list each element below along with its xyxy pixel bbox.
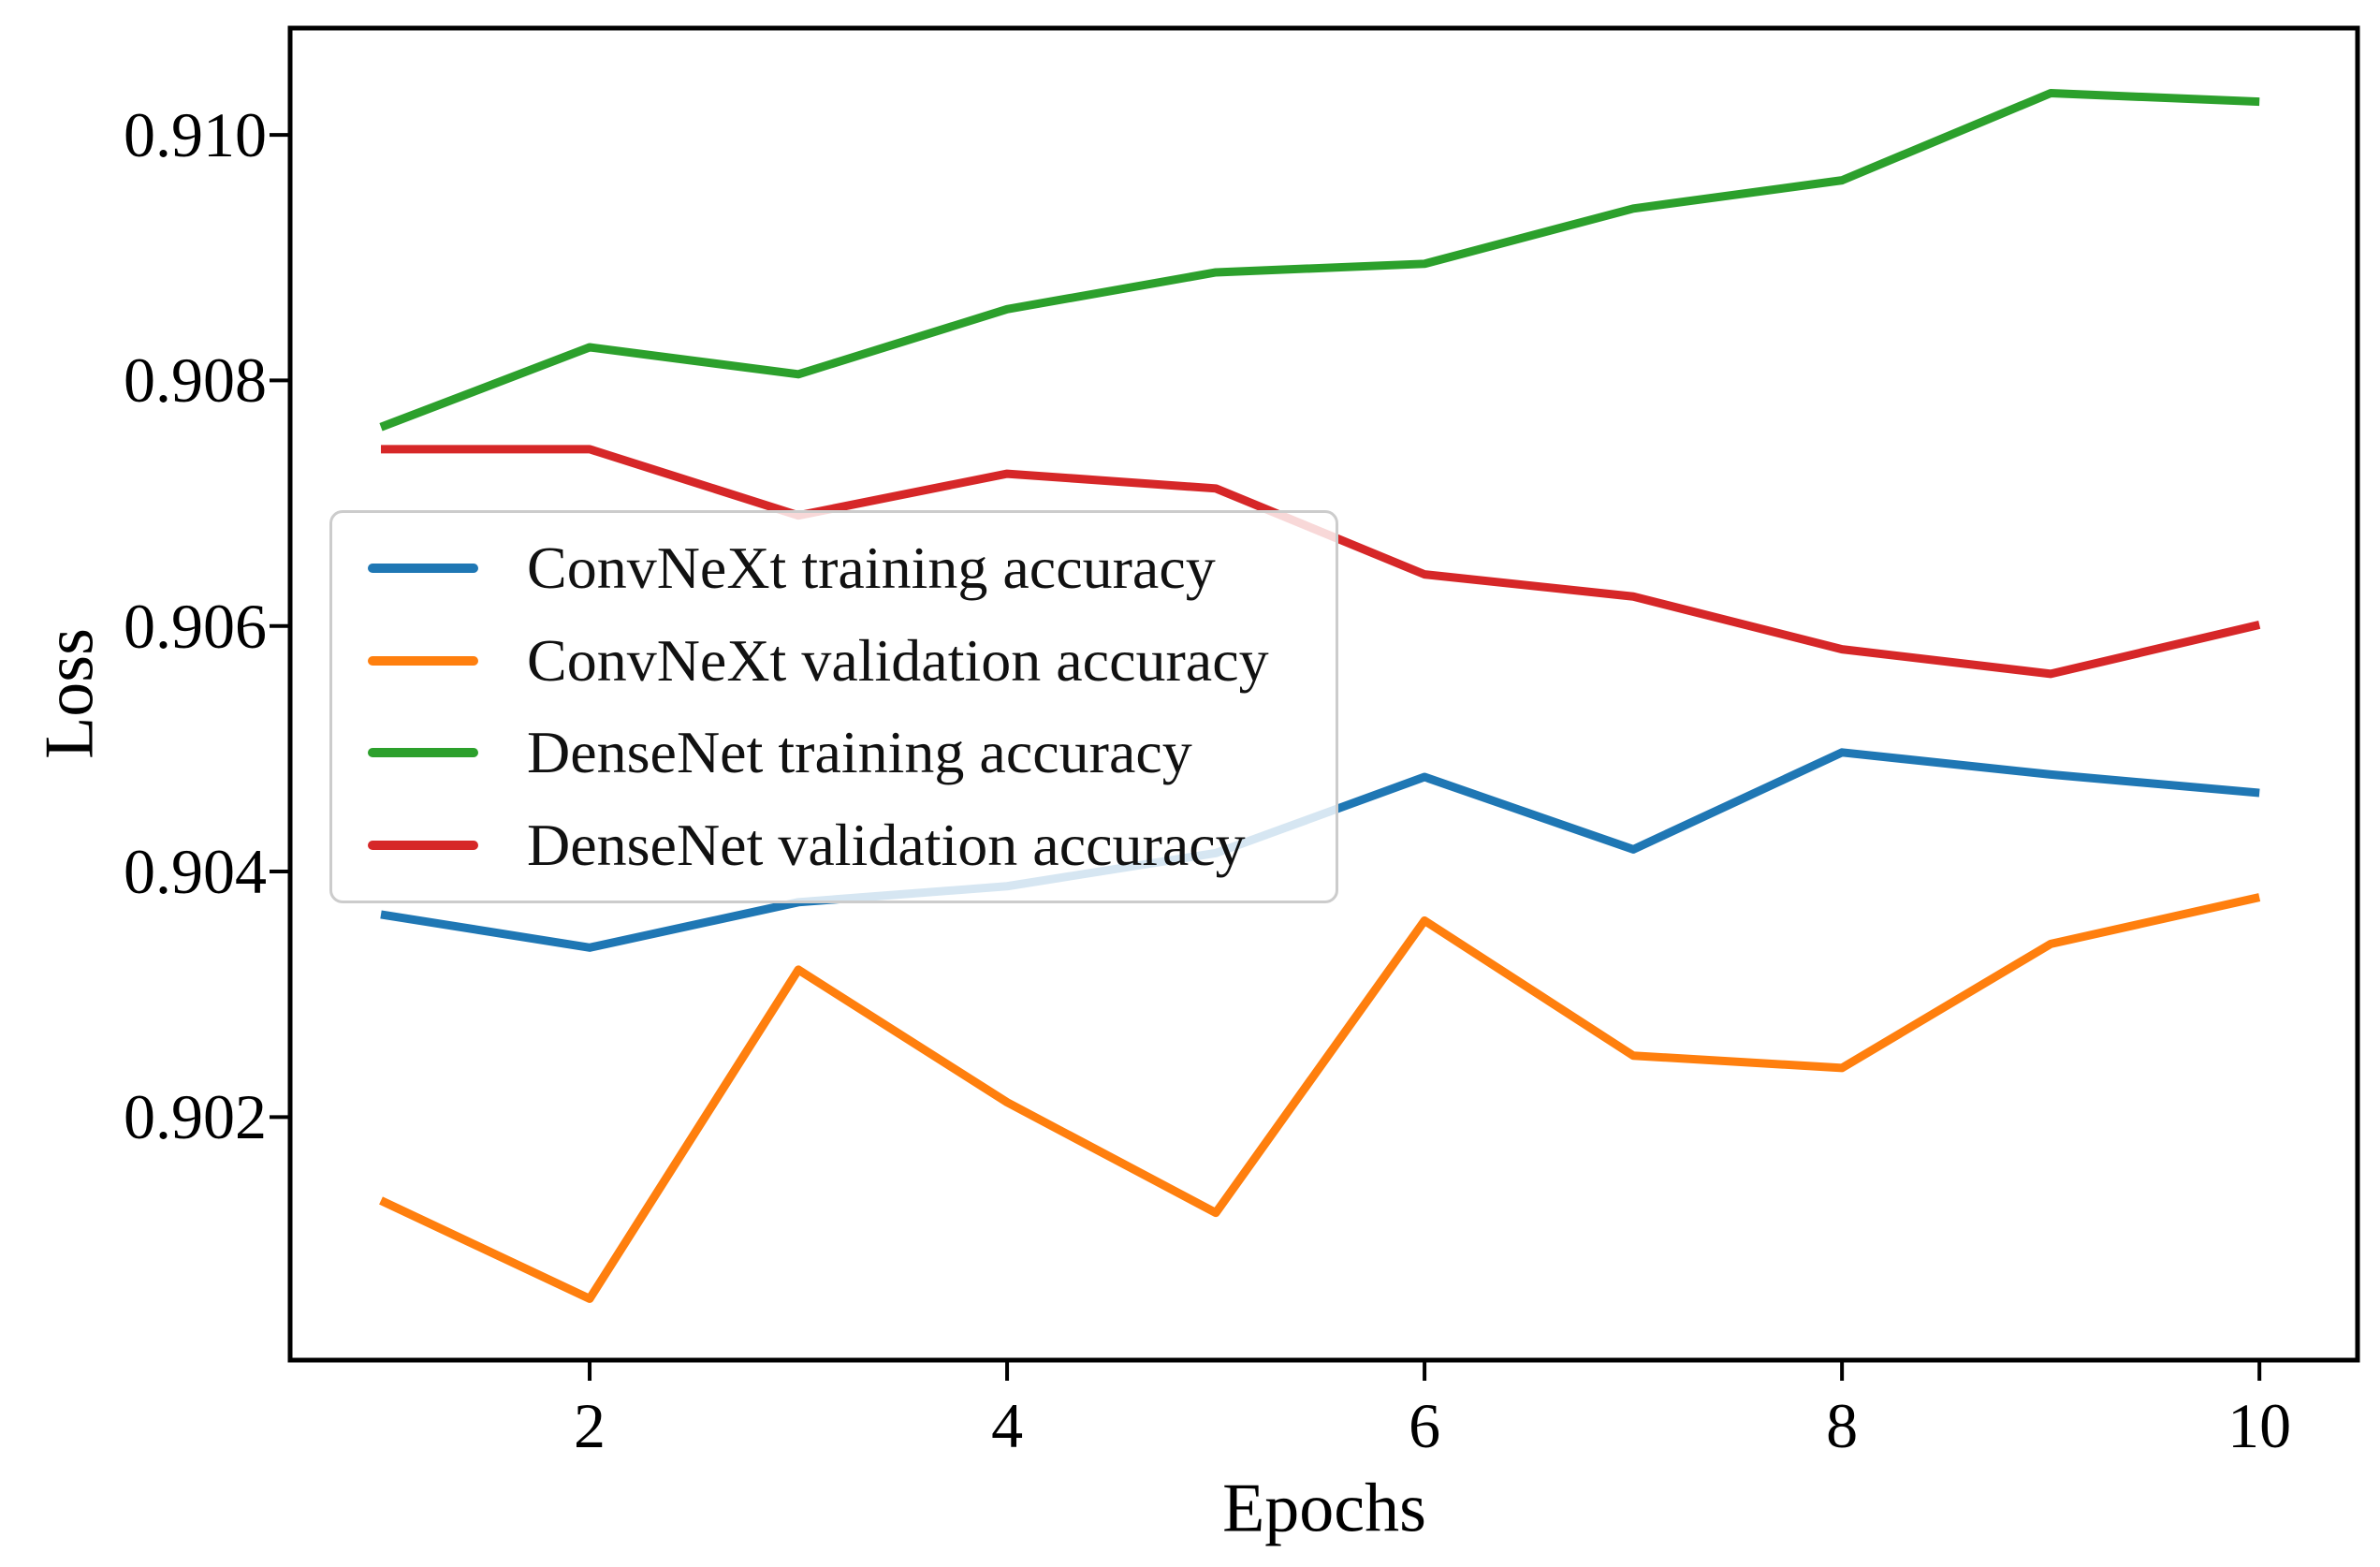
y-tick-label: 0.908: [124, 344, 267, 417]
x-tick-label: 8: [1826, 1390, 1859, 1461]
y-tick-label: 0.904: [124, 836, 267, 907]
legend-swatch-convnext-training: [368, 564, 478, 574]
x-axis-title: Epochs: [1222, 1470, 1426, 1547]
axis-tick-marks: [270, 133, 2262, 1381]
plot-frame: [287, 25, 2360, 1363]
y-axis-title: Loss: [31, 628, 109, 759]
legend-item: DenseNet training accuracy: [332, 718, 1336, 787]
x-tick-label: 6: [1409, 1390, 1441, 1461]
legend-label: ConvNeXt validation accuracy: [527, 626, 1269, 694]
legend-label: ConvNeXt training accuracy: [527, 535, 1216, 602]
legend-item: ConvNeXt training accuracy: [332, 534, 1336, 603]
legend-swatch-densenet-validation: [368, 840, 478, 850]
legend-box: ConvNeXt training accuracy ConvNeXt vali…: [329, 510, 1338, 903]
legend-label: DenseNet validation accuracy: [527, 811, 1246, 878]
y-tick-label: 0.902: [124, 1081, 267, 1153]
legend-item: DenseNet validation accuracy: [332, 811, 1336, 880]
y-tick-label: 0.910: [124, 99, 267, 171]
legend-label: DenseNet training accuracy: [527, 719, 1192, 786]
series-line: [379, 89, 2260, 432]
y-tick-label: 0.906: [124, 590, 267, 662]
legend-swatch-convnext-validation: [368, 655, 478, 666]
legend-swatch-densenet-training: [368, 748, 478, 758]
x-tick-label: 2: [574, 1390, 606, 1461]
x-tick-label: 4: [991, 1390, 1024, 1461]
x-tick-label: 10: [2227, 1390, 2292, 1461]
legend-item: ConvNeXt validation accuracy: [332, 626, 1336, 696]
series-line: [379, 893, 2261, 1303]
